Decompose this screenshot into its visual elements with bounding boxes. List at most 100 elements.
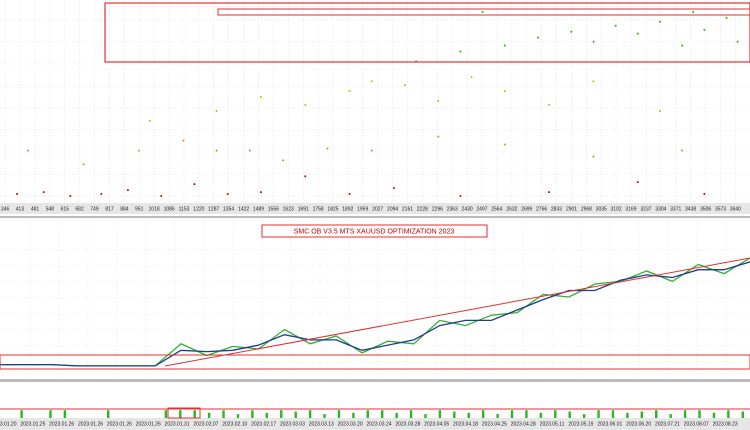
volume-bar [424, 414, 427, 418]
pass-point [16, 193, 19, 196]
volume-bar [294, 411, 297, 418]
volume-bar [63, 410, 67, 418]
pass-point [681, 44, 684, 47]
volume-bar [438, 410, 442, 418]
x-tick-label: 1018 [149, 206, 160, 212]
x-tick-label: 1422 [238, 206, 249, 212]
pass-point [370, 149, 373, 152]
x-tick-label: 3640 [730, 206, 741, 212]
pass-point [658, 20, 661, 23]
x-tick-label: 2094 [387, 206, 398, 212]
x-tick-label: 2023.04.28 [511, 421, 536, 427]
pass-point [226, 193, 229, 196]
pass-point [681, 149, 684, 152]
pass-point [193, 183, 196, 186]
pass-point [703, 193, 706, 196]
pass-point [82, 163, 85, 166]
x-axis-strip [0, 203, 750, 214]
pass-point [304, 175, 307, 178]
volume-bar [308, 410, 312, 418]
x-tick-label: 1892 [342, 206, 353, 212]
x-tick-label: 2023.02.10 [222, 421, 247, 427]
x-tick-label: 2363 [447, 206, 458, 212]
volume-bar [381, 410, 384, 418]
pass-point [481, 10, 484, 13]
x-tick-label: 1825 [327, 206, 338, 212]
x-tick-label: 2766 [536, 206, 547, 212]
pass-point [503, 90, 506, 93]
pass-point [592, 155, 595, 158]
pass-point [126, 189, 129, 192]
volume-bar [323, 414, 326, 418]
x-tick-label: 2161 [402, 206, 413, 212]
volume-bar [20, 410, 23, 418]
pass-point [636, 32, 639, 35]
pass-point [703, 28, 706, 31]
volume-bar [352, 412, 355, 418]
separator [0, 216, 750, 218]
volume-bar [597, 410, 600, 418]
volume-bar [395, 412, 398, 418]
x-tick-label: 2023.02.07 [193, 421, 218, 427]
pass-point [69, 195, 72, 198]
x-tick-label: 2023.02.17 [251, 421, 276, 427]
x-tick-label: 2023.01.25 [20, 421, 45, 427]
pass-point [537, 36, 540, 39]
x-tick-label: 2023.06.01 [597, 421, 622, 427]
pass-point [282, 159, 285, 162]
x-tick-label: 2632 [506, 206, 517, 212]
balance-chart [0, 220, 750, 378]
pass-point [100, 193, 103, 196]
x-tick-label: 1086 [164, 206, 175, 212]
x-tick-label: 749 [90, 206, 99, 212]
x-tick-label: 2023.04.05 [424, 421, 449, 427]
volume-bar [453, 411, 456, 418]
x-tick-label: 1354 [223, 206, 234, 212]
x-tick-label: 2023.04.18 [453, 421, 478, 427]
x-tick-label: 2023.08.07 [684, 421, 709, 427]
x-tick-label: 1489 [253, 206, 264, 212]
volume-bar [236, 414, 240, 418]
pass-point [149, 119, 152, 122]
separator [0, 379, 750, 382]
x-tick-label: 2023.05.19 [568, 421, 593, 427]
x-tick-label: 2023.03.24 [366, 421, 391, 427]
volume-bar [409, 410, 413, 418]
volume-bar [655, 410, 658, 418]
x-tick-label: 2023.03.03 [280, 421, 305, 427]
pass-point [658, 109, 661, 112]
volume-bar [683, 410, 687, 418]
x-tick-label: 2023.08.23 [713, 421, 738, 427]
volume-bar [611, 410, 615, 418]
volume-bar [481, 410, 485, 418]
pass-point [459, 50, 462, 53]
pass-point [692, 10, 695, 13]
x-tick-label: 548 [46, 206, 55, 212]
pass-point [437, 100, 440, 102]
x-tick-label: 2023.01.26 [78, 421, 103, 427]
pass-point [248, 149, 251, 152]
volume-bar [207, 412, 211, 418]
volume-bar [640, 411, 644, 418]
x-tick-label: 2023.05.11 [540, 421, 565, 427]
x-tick-label: 2296 [432, 206, 443, 212]
x-tick-label: 2023.01.20 [0, 421, 17, 427]
x-tick-label: 3035 [596, 206, 607, 212]
x-tick-label: 1623 [283, 206, 294, 212]
pass-point [592, 80, 595, 83]
volume-bar [669, 414, 672, 418]
x-tick-label: 2901 [566, 206, 577, 212]
x-tick-label: 1287 [208, 206, 219, 212]
volume-bar [554, 410, 557, 418]
x-tick-label: 2430 [462, 206, 473, 212]
x-tick-label: 2228 [417, 206, 428, 212]
pass-point [348, 90, 351, 93]
x-tick-label: 2023.01.26 [49, 421, 74, 427]
x-tick-label: 2023.06.20 [626, 421, 651, 427]
volume-bar [222, 410, 225, 418]
volume-bar [582, 414, 586, 418]
x-tick-label: 2023.04.25 [482, 421, 507, 427]
pass-point [259, 96, 262, 99]
volume-bar [337, 410, 341, 418]
